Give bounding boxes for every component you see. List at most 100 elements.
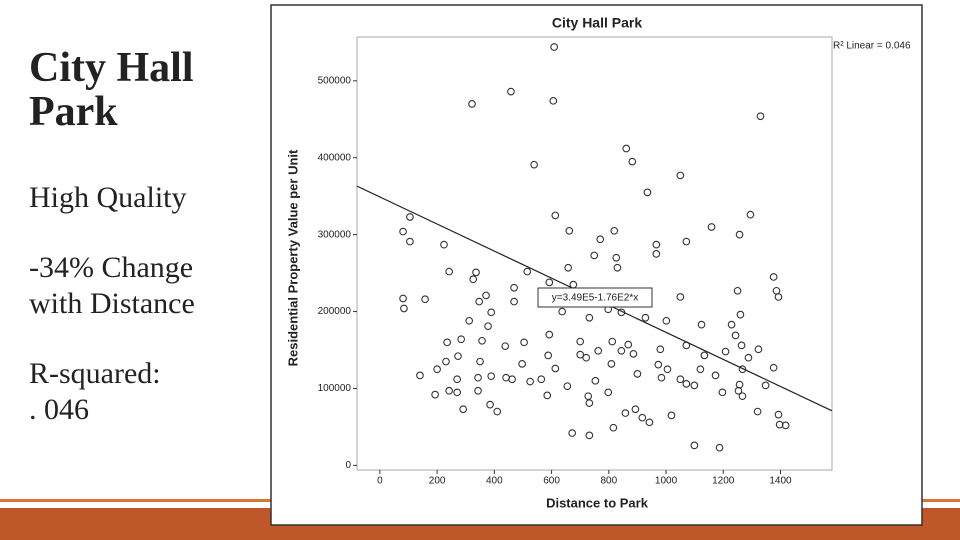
point [738,365,747,374]
point [476,357,484,366]
point [652,240,661,249]
point [753,407,762,416]
point [493,407,502,416]
point [594,346,603,355]
point [565,226,574,235]
point [609,423,618,432]
y-tick-label: 300000 [318,229,352,240]
point [696,365,705,374]
point [613,263,622,272]
point [510,283,518,292]
point [700,351,709,360]
point [568,429,577,437]
y-tick-label: 200000 [318,306,352,317]
point [550,43,559,51]
point [472,268,480,277]
point [474,386,482,395]
point [442,357,450,366]
point [558,307,567,316]
point [590,251,599,260]
point [769,273,778,281]
point [769,363,778,372]
point [543,391,552,400]
point [399,294,407,303]
bullet: R-squared: . 046 [29,357,161,427]
point [445,267,453,276]
point [612,253,621,262]
point [487,372,496,381]
point [469,275,478,284]
point [652,250,661,258]
point [715,443,724,452]
point [657,373,666,382]
point [682,380,691,388]
point [421,295,429,304]
point [416,371,424,380]
point [744,353,753,362]
point [545,330,554,339]
r2-label: R² Linear = 0.046 [833,41,911,52]
point [707,223,716,231]
point [406,213,414,221]
point [610,226,619,235]
point [622,144,631,153]
point [591,376,600,385]
point [781,421,790,430]
point [453,375,462,384]
chart-frame [270,4,923,526]
point [406,237,414,246]
point [654,360,663,369]
point [617,346,626,355]
point [551,211,560,220]
point [478,336,486,345]
point [727,320,736,329]
text-panel: City Hall Park High Quality -34% Change … [29,46,264,462]
point [457,335,466,344]
point [711,371,720,380]
equation-box [537,287,653,308]
point [656,345,665,354]
y-tick-label: 400000 [318,152,352,163]
point [774,293,783,301]
point [633,370,642,378]
point [564,263,573,272]
point [737,341,746,350]
slide-title: City Hall Park [29,45,194,136]
point [502,373,510,382]
y-tick-label: 0 [345,460,351,471]
point [731,331,740,340]
x-tick-label: 1400 [769,476,792,487]
point [690,381,699,390]
x-tick-label: 1200 [712,476,735,487]
point [733,286,742,295]
point [576,337,585,346]
point [465,316,474,325]
point [596,235,605,244]
point [761,381,770,390]
point [662,316,671,325]
point [621,409,630,417]
point [746,210,755,219]
x-axis-label: Distance to Park [546,495,649,510]
point [549,96,558,105]
point [544,351,552,360]
point [676,375,685,384]
point [582,353,591,362]
point [754,345,763,354]
x-tick-label: 800 [600,476,617,487]
point [459,405,468,414]
point [756,112,765,121]
point [518,360,526,368]
point [443,338,451,347]
plot-area [356,36,833,471]
x-tick-label: 400 [486,476,503,487]
point [735,380,744,389]
y-tick-label: 100000 [318,383,352,394]
point [690,441,699,450]
point [735,230,744,239]
point [474,373,482,382]
point [475,297,484,306]
x-tick-label: 600 [543,476,560,487]
point [484,322,492,331]
x-tick-label: 200 [429,476,446,487]
